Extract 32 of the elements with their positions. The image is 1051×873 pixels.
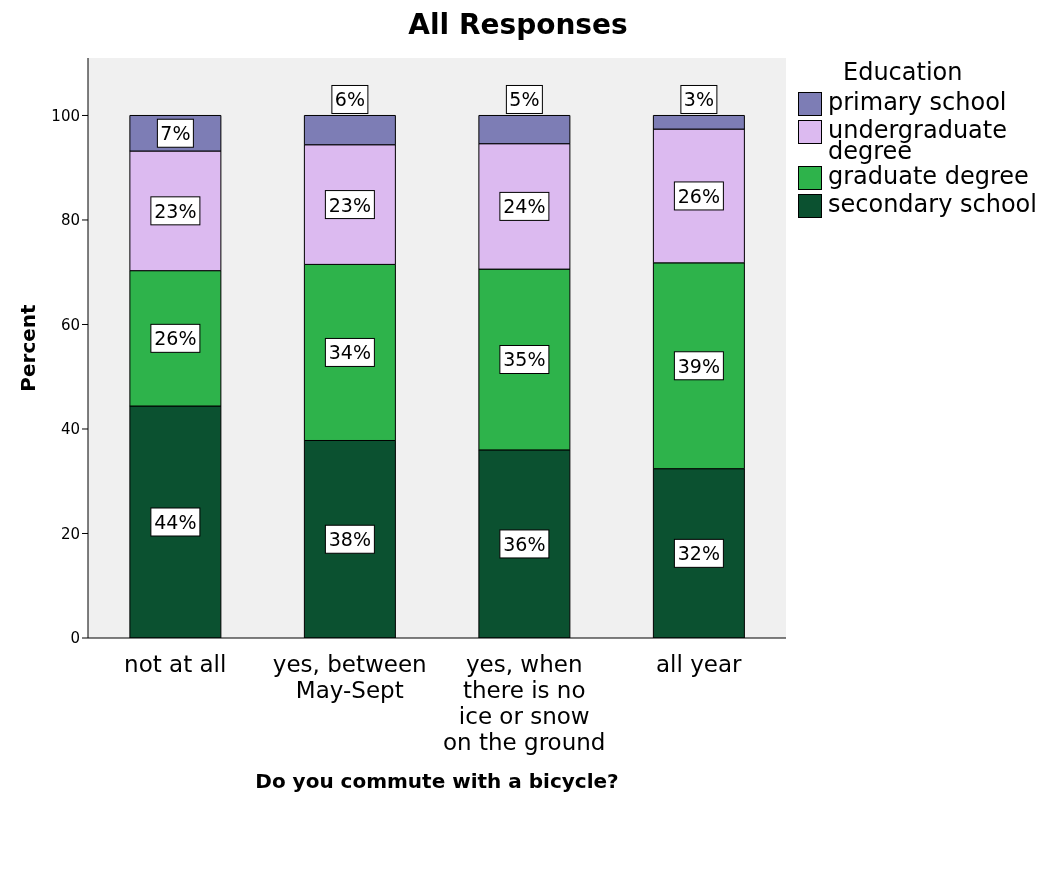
data-label: 44% (154, 511, 197, 533)
y-tick-label: 20 (60, 524, 80, 543)
data-label: 23% (154, 199, 197, 222)
y-tick-label: 100 (51, 106, 80, 125)
data-label: 3% (683, 88, 714, 111)
legend-label: secondary school (828, 190, 1037, 218)
data-label: 23% (328, 193, 371, 216)
data-label: 7% (160, 122, 191, 145)
chart-title: All Responses (407, 8, 629, 43)
data-label: 24% (503, 195, 546, 218)
data-label: 39% (677, 354, 720, 377)
data-label: 35% (503, 348, 546, 371)
y-tick-label: 40 (60, 420, 80, 439)
y-tick-label: 80 (60, 211, 80, 230)
x-axis-title: Do you commute with a bicycle? (255, 769, 619, 793)
x-tick-label: yes, when there is no ice or snow on the ground (443, 651, 606, 755)
data-label: 26% (154, 327, 197, 350)
legend-label: primary school (828, 88, 1007, 116)
y-axis-title: Percent (16, 303, 41, 392)
x-tick-label: not at all (124, 651, 227, 677)
data-label: 6% (334, 88, 365, 111)
y-tick-label: 60 (60, 315, 80, 334)
legend-title: Education (843, 58, 964, 86)
y-tick-label: 0 (70, 629, 80, 648)
x-tick-label: all year (656, 651, 743, 677)
data-label: 34% (328, 341, 371, 364)
x-tick-label: yes, between May-Sept (272, 651, 427, 703)
data-label: 36% (503, 532, 546, 555)
data-label: 5% (509, 88, 540, 111)
data-label: 26% (677, 184, 720, 207)
data-label: 32% (677, 542, 720, 565)
data-label: 38% (328, 528, 371, 551)
